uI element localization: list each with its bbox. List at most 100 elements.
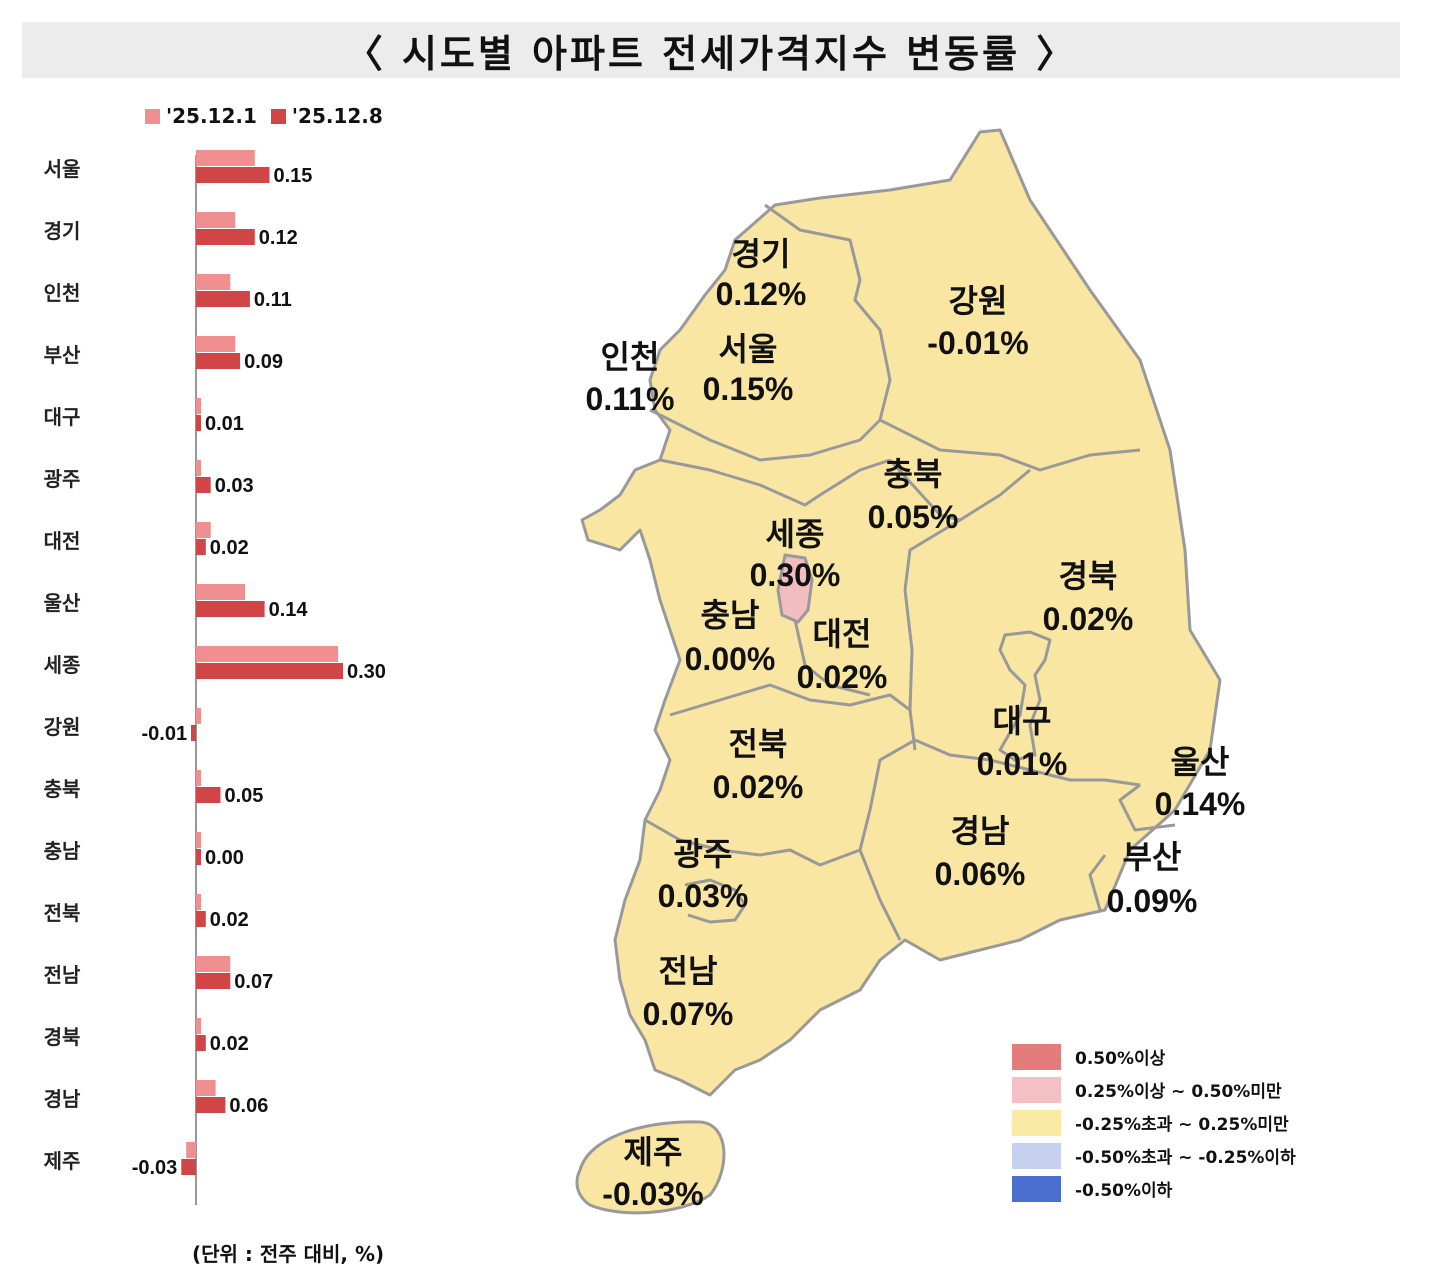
value-label: 0.02 [210, 537, 249, 559]
map-label-jeonbuk: 전북 [729, 726, 788, 762]
border-gyeonggi-chungbuk [649, 408, 882, 462]
bar-prev [196, 1018, 201, 1034]
border-gyeonggi-gangwon [764, 203, 892, 421]
value-label: 0.15 [274, 165, 313, 187]
map-label-daejeon: 대전 [813, 616, 872, 652]
map-value-gyeonggi: 0.12% [716, 276, 807, 312]
border-chungnam-chungbuk [659, 458, 891, 507]
bar-curr [196, 291, 250, 307]
bar-curr [196, 787, 221, 803]
sejong-shape [776, 553, 814, 624]
category-label: 세종 [44, 653, 81, 677]
value-label: 0.07 [234, 971, 273, 993]
border-jeonbuk-jeonnam [644, 818, 861, 867]
bar-curr [196, 415, 201, 431]
map-value-jeonbuk: 0.02% [713, 769, 804, 805]
map-label-gyeongnam: 경남 [951, 813, 1010, 849]
map-value-busan: 0.09% [1107, 883, 1198, 919]
bar-prev [196, 336, 236, 352]
map-label-seoul: 서울 [719, 331, 778, 367]
map-value-chungbuk: 0.05% [868, 499, 959, 535]
bar-prev [196, 460, 201, 476]
bar-prev [196, 956, 231, 972]
value-label: -0.01 [142, 723, 188, 745]
bar-prev [196, 1080, 216, 1096]
map-value-gyeongnam: 0.06% [935, 856, 1026, 892]
map-legend-swatch [1012, 1076, 1061, 1103]
map-legend-label: -0.25%초과 ~ 0.25%미만 [1075, 1115, 1289, 1135]
bar-prev [196, 708, 201, 724]
bar-prev [196, 274, 231, 290]
map-value-daegu: 0.01% [977, 746, 1068, 782]
map-legend-swatch [1012, 1043, 1061, 1070]
map-legend-row: -0.25%초과 ~ 0.25%미만 [1012, 1106, 1296, 1139]
value-label: 0.03 [215, 475, 254, 497]
map-legend: 0.50%이상 0.25%이상 ~ 0.50%미만 -0.25%초과 ~ 0.2… [1012, 1040, 1296, 1205]
border-chungnam-jeonbuk [669, 683, 911, 717]
bar-prev [196, 150, 255, 166]
border-gwangju [684, 878, 747, 924]
bar-prev [196, 584, 245, 600]
bar-curr [196, 849, 201, 865]
border-jeonbuk-gyeongnam [858, 738, 916, 941]
map-legend-label: -0.50%초과 ~ -0.25%이하 [1075, 1148, 1296, 1168]
value-label: 0.06 [229, 1095, 268, 1117]
bar-curr [196, 229, 255, 245]
korea-map: 경기 0.12% 강원 -0.01% 인천 0.11% 서울 0.15% 충북 … [575, 128, 1245, 1215]
map-label-gyeongbuk: 경북 [1059, 558, 1118, 594]
bar-curr [196, 1035, 206, 1051]
bar-curr [196, 539, 206, 555]
bar-curr [196, 663, 343, 679]
legend-item-prev: '25.12.1 [145, 104, 257, 128]
bar-prev [196, 770, 201, 786]
category-label: 충남 [44, 839, 81, 863]
bar-chart: 서울 0.15 경기 0.12 인천 0.11 부산 0.09 대구 0.01 광주 0.03 대전 0.… [44, 150, 386, 1205]
value-label: 0.30 [347, 661, 386, 683]
map-value-daejeon: 0.02% [797, 659, 888, 695]
map-label-gwangju: 광주 [674, 836, 733, 872]
bar-prev [196, 832, 201, 848]
value-label: -0.03 [132, 1157, 178, 1179]
map-legend-row: -0.50%이하 [1012, 1172, 1296, 1205]
category-label: 인천 [44, 281, 81, 305]
bar-prev [186, 1142, 196, 1158]
map-label-daegu: 대구 [993, 703, 1052, 739]
map-legend-label: 0.25%이상 ~ 0.50%미만 [1075, 1082, 1282, 1102]
bar-curr [196, 1097, 226, 1113]
map-label-busan: 부산 [1123, 839, 1182, 875]
legend-swatch-prev [145, 108, 160, 124]
map-label-gangwon: 강원 [949, 283, 1008, 319]
map-label-jeonnam: 전남 [659, 953, 718, 989]
category-label: 서울 [44, 157, 81, 181]
value-label: 0.02 [210, 1033, 249, 1055]
legend-label-prev: '25.12.1 [166, 104, 257, 128]
category-label: 울산 [44, 591, 81, 615]
map-value-gangwon: -0.01% [927, 325, 1028, 361]
legend-item-curr: '25.12.8 [270, 104, 383, 128]
map-value-seoul: 0.15% [703, 371, 794, 407]
value-label: 0.09 [244, 351, 283, 373]
map-label-gyeonggi: 경기 [732, 236, 791, 272]
legend-label-curr: '25.12.8 [291, 104, 383, 128]
map-legend-swatch [1012, 1175, 1061, 1202]
map-legend-label: -0.50%이하 [1075, 1181, 1173, 1201]
map-value-gwangju: 0.03% [658, 878, 749, 914]
value-label: 0.11 [254, 289, 292, 311]
value-label: 0.12 [259, 227, 298, 249]
map-label-chungbuk: 충북 [884, 456, 943, 492]
category-label: 충북 [44, 777, 81, 801]
category-label: 부산 [44, 343, 81, 367]
unit-note: (단위 : 전주 대비, %) [192, 1242, 385, 1266]
value-label: 0.05 [225, 785, 264, 807]
border-gangwon-south [879, 418, 1141, 472]
border-busan [1088, 854, 1107, 911]
border-ulsan [1118, 783, 1176, 832]
category-label: 경기 [44, 219, 81, 243]
map-value-incheon: 0.11% [586, 381, 675, 417]
border-gyeongbuk-gyeongnam [914, 738, 1141, 787]
bar-curr [196, 601, 265, 617]
jeju-shape [575, 1120, 726, 1215]
border-daegu [998, 630, 1052, 762]
bar-prev [196, 646, 339, 662]
map-label-sejong: 세종 [766, 516, 825, 552]
